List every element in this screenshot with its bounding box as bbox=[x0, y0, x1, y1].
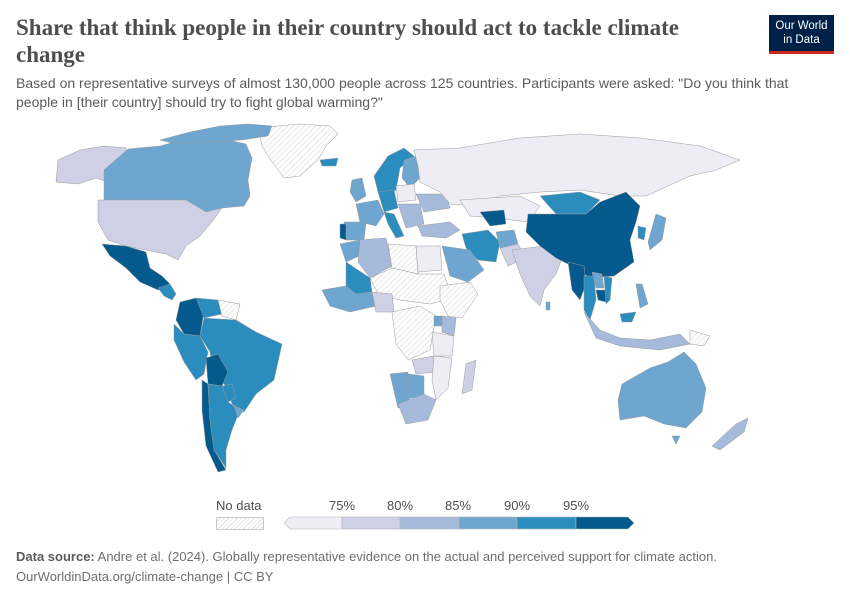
country-peru[interactable] bbox=[173, 323, 209, 381]
country-philippines[interactable] bbox=[635, 283, 649, 309]
legend-tick-85: 85% bbox=[444, 498, 472, 513]
legend-tick-80: 80% bbox=[386, 498, 414, 513]
country-mongolia[interactable] bbox=[539, 191, 601, 215]
country-brazil[interactable] bbox=[199, 317, 283, 413]
country-greenland[interactable] bbox=[257, 123, 339, 179]
country-canada-arctic[interactable] bbox=[159, 123, 273, 145]
country-sri-lanka[interactable] bbox=[545, 301, 551, 311]
country-france[interactable] bbox=[355, 199, 385, 227]
logo-line-2: in Data bbox=[783, 34, 820, 46]
no-data-swatch bbox=[216, 517, 264, 530]
country-madagascar[interactable] bbox=[461, 359, 477, 395]
chart-subtitle: Based on representative surveys of almos… bbox=[16, 75, 789, 110]
country-kenya[interactable] bbox=[441, 315, 457, 337]
map-legend: No data 75% 80% 85% 90% 95% bbox=[0, 494, 850, 534]
data-source-label: Data source: bbox=[16, 549, 95, 564]
country-japan[interactable] bbox=[647, 213, 667, 251]
country-iceland[interactable] bbox=[319, 157, 339, 167]
country-argentina[interactable] bbox=[207, 383, 241, 469]
owid-logo[interactable]: Our World in Data bbox=[769, 15, 834, 54]
no-data-label: No data bbox=[216, 498, 262, 513]
country-portugal[interactable] bbox=[339, 223, 347, 241]
country-finland[interactable] bbox=[401, 155, 421, 189]
country-tasmania[interactable] bbox=[671, 435, 681, 445]
country-germany[interactable] bbox=[377, 189, 399, 213]
country-south-korea[interactable] bbox=[637, 225, 647, 241]
country-saudi-arabia[interactable] bbox=[441, 245, 485, 283]
country-botswana[interactable] bbox=[407, 373, 425, 399]
legend-bin-2[interactable] bbox=[341, 516, 401, 530]
country-uruguay[interactable] bbox=[233, 405, 245, 419]
country-italy[interactable] bbox=[383, 211, 405, 239]
logo-line-1: Our World bbox=[775, 20, 828, 32]
data-source-text: Andre et al. (2024). Globally representa… bbox=[97, 549, 717, 564]
country-bolivia[interactable] bbox=[205, 353, 229, 387]
country-uganda[interactable] bbox=[433, 315, 443, 327]
country-china[interactable] bbox=[525, 191, 641, 279]
country-mozambique[interactable] bbox=[431, 355, 453, 401]
legend-bin-3[interactable] bbox=[399, 516, 460, 530]
country-uzbekistan[interactable] bbox=[479, 209, 507, 227]
legend-tick-75: 75% bbox=[328, 498, 356, 513]
country-australia[interactable] bbox=[617, 351, 707, 429]
country-russia[interactable] bbox=[413, 133, 741, 207]
country-myanmar[interactable] bbox=[567, 261, 587, 301]
legend-bin-1[interactable] bbox=[284, 516, 343, 530]
country-usa[interactable] bbox=[97, 199, 223, 261]
country-tanzania[interactable] bbox=[431, 331, 455, 357]
owid-url-link[interactable]: OurWorldinData.org/climate-change | CC B… bbox=[16, 569, 274, 584]
country-turkey[interactable] bbox=[417, 221, 461, 239]
data-source-line: Data source: Andre et al. (2024). Global… bbox=[16, 547, 717, 567]
country-spain[interactable] bbox=[343, 221, 367, 241]
country-guianas[interactable] bbox=[217, 299, 241, 321]
color-scale-bar bbox=[284, 516, 635, 530]
world-map bbox=[55, 123, 749, 473]
country-central-africa-nodata[interactable] bbox=[391, 305, 437, 361]
country-zambia[interactable] bbox=[411, 355, 437, 375]
legend-tick-95: 95% bbox=[562, 498, 590, 513]
legend-bin-4[interactable] bbox=[458, 516, 518, 530]
country-egypt[interactable] bbox=[415, 245, 443, 273]
country-thailand[interactable] bbox=[583, 275, 597, 321]
country-papua[interactable] bbox=[689, 329, 711, 347]
country-poland[interactable] bbox=[395, 183, 417, 203]
legend-bin-6[interactable] bbox=[575, 516, 635, 530]
legend-bin-5[interactable] bbox=[516, 516, 577, 530]
country-central-america[interactable] bbox=[157, 283, 177, 301]
country-uk[interactable] bbox=[349, 177, 367, 203]
country-nigeria[interactable] bbox=[371, 291, 395, 313]
legend-tick-90: 90% bbox=[503, 498, 531, 513]
country-balkans[interactable] bbox=[397, 203, 425, 229]
country-ukraine[interactable] bbox=[415, 193, 451, 213]
country-south-africa[interactable] bbox=[397, 393, 437, 425]
country-vietnam[interactable] bbox=[603, 275, 613, 305]
country-algeria[interactable] bbox=[357, 237, 393, 279]
chart-title: Share that think people in their country… bbox=[16, 15, 679, 67]
country-cambodia[interactable] bbox=[595, 289, 607, 303]
footer: Data source: Andre et al. (2024). Global… bbox=[16, 547, 717, 587]
country-indonesia[interactable] bbox=[583, 311, 691, 351]
country-iran[interactable] bbox=[461, 229, 501, 263]
country-new-zealand[interactable] bbox=[711, 417, 749, 451]
country-laos[interactable] bbox=[591, 271, 605, 289]
country-malaysia[interactable] bbox=[619, 311, 637, 323]
country-ethiopia-somalia[interactable] bbox=[439, 281, 479, 319]
